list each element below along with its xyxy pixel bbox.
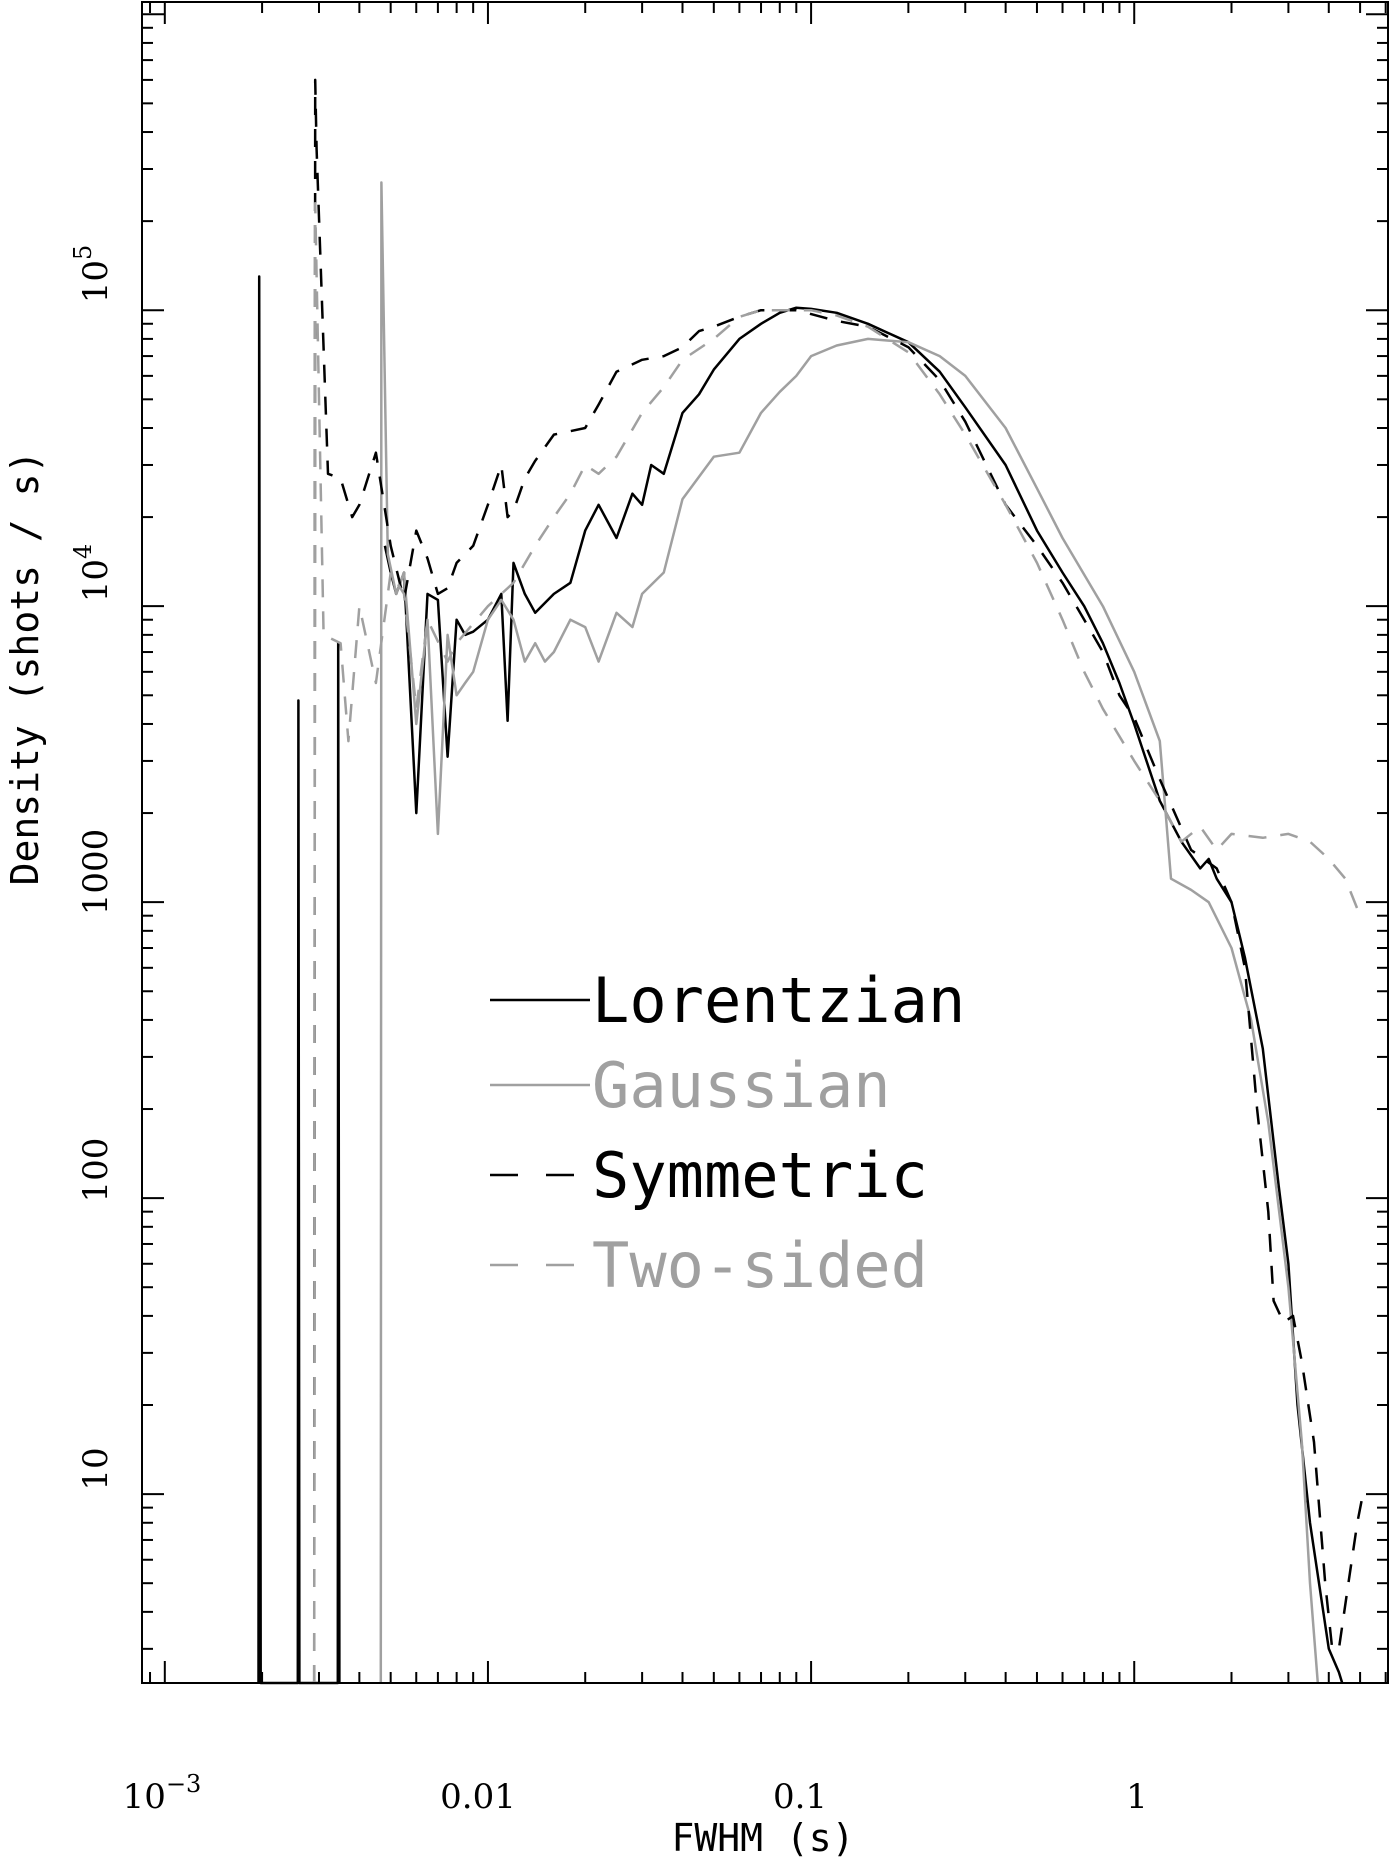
y-tick-label-1e5-exp: 5	[69, 245, 97, 260]
axis-layer	[141, 1, 1389, 1684]
x-tick-label-0-exp: −3	[166, 1770, 201, 1798]
y-tick-labels: 10 100 1000 104 105	[69, 245, 116, 1491]
y-tick-label-1e4: 104	[69, 544, 116, 603]
x-tick-label-2: 0.1	[773, 1777, 827, 1817]
y-axis-title: Density (shots / s)	[3, 451, 47, 886]
series-line-two-sided	[312, 201, 1362, 1684]
x-tick-label-0: 10−3	[123, 1770, 202, 1817]
y-tick-label-1e5: 105	[69, 245, 116, 304]
series-line-lorentzian-main	[383, 306, 1344, 1684]
legend-label-gaussian: Gaussian	[592, 1049, 891, 1122]
series-line-gaussian	[379, 181, 1320, 1684]
y-tick-label-10: 10	[76, 1447, 116, 1490]
legend-label-symmetric: Symmetric	[592, 1139, 928, 1212]
x-tick-labels: 10−3 0.01 0.1 1	[123, 1770, 1148, 1817]
x-axis-title: FWHM (s)	[671, 1816, 854, 1860]
series-line-symmetric	[312, 78, 1365, 1684]
x-tick-label-1: 0.01	[440, 1777, 516, 1817]
legend-label-two-sided: Two-sided	[592, 1229, 928, 1302]
y-tick-label-1000: 1000	[76, 829, 116, 916]
plot-frame	[141, 1, 1389, 1684]
series-layer	[257, 78, 1365, 1685]
y-tick-label-1e4-exp: 4	[69, 544, 97, 559]
y-tick-label-100: 100	[76, 1138, 116, 1203]
x-tick-label-3: 1	[1126, 1777, 1148, 1817]
legend-label-lorentzian: Lorentzian	[592, 964, 965, 1037]
legend: Lorentzian Gaussian Symmetric Two-sided	[490, 964, 965, 1302]
series-line-lorentzian	[257, 275, 341, 1685]
